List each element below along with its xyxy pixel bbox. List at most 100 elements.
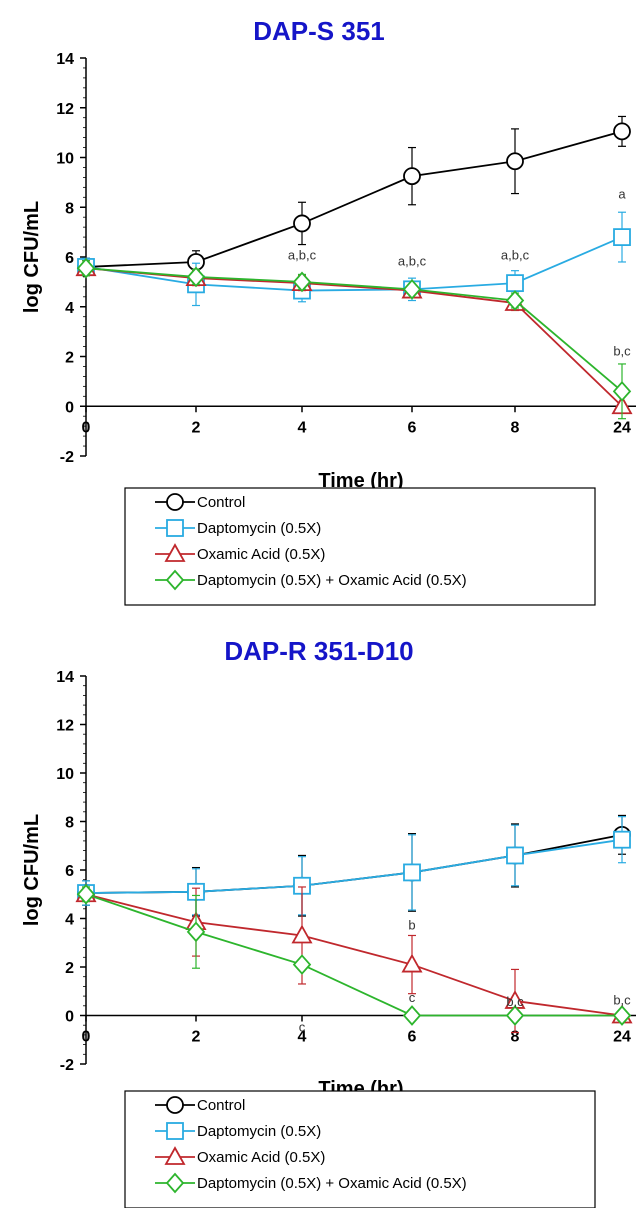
data-point [613, 122, 631, 141]
chart-title: DAP-R 351-D10 [224, 636, 413, 666]
legend-entry: Daptomycin (0.5X) [197, 1123, 321, 1140]
series-line [85, 833, 623, 894]
y-tick-label: 2 [65, 960, 74, 977]
legend-entry: Control [197, 1097, 245, 1114]
legend-entry: Control [197, 494, 245, 511]
y-tick-label: 4 [65, 912, 74, 929]
legend: Control Daptomycin (0.5X) Oxamic Acid (0.5… [124, 487, 596, 606]
data-point [612, 380, 632, 402]
data-point [76, 257, 96, 279]
y-tick-label: -2 [60, 449, 74, 466]
series-line [85, 838, 623, 894]
x-tick-label: 8 [511, 419, 520, 436]
series-square [77, 816, 631, 916]
series-line [85, 267, 623, 393]
significance-annotation: b,c [506, 994, 524, 1009]
data-point [403, 863, 421, 882]
data-point [186, 266, 206, 288]
data-point [291, 924, 313, 944]
y-tick-label: 0 [65, 399, 74, 416]
x-tick-label: 4 [298, 1029, 307, 1046]
x-tick-label: 24 [613, 1029, 631, 1046]
data-point [506, 152, 524, 171]
legend-triangle-marker [164, 1146, 186, 1165]
significance-annotation: a,b,c [501, 247, 530, 262]
data-point [76, 883, 96, 905]
x-tick-label: 6 [408, 419, 417, 436]
x-tick-label: 2 [192, 1029, 201, 1046]
y-axis-label: log CFU/mL [21, 201, 43, 313]
legend-circle-marker [166, 493, 184, 511]
legend-diamond-marker [165, 569, 185, 591]
significance-annotation: a,b,c [398, 254, 427, 269]
significance-annotation: c [409, 990, 416, 1005]
y-tick-label: 14 [56, 669, 74, 686]
legend-entry: Daptomycin (0.5X) [197, 520, 321, 537]
x-tick-label: 8 [511, 1029, 520, 1046]
significance-annotation: a [618, 187, 626, 202]
legend-box [124, 487, 596, 606]
series-triangle [75, 257, 633, 415]
y-tick-label: 2 [65, 350, 74, 367]
x-axis-label: Time (hr) [318, 470, 403, 492]
series-line [85, 893, 623, 1017]
series-triangle [75, 883, 633, 1034]
data-point [402, 1005, 422, 1026]
y-tick-label: 10 [56, 151, 74, 168]
y-tick-label: 14 [56, 51, 74, 68]
x-tick-label: 4 [298, 419, 307, 436]
data-point [613, 830, 631, 849]
data-point [505, 290, 525, 311]
data-point [506, 846, 524, 865]
series-line [85, 893, 622, 1017]
data-point [401, 953, 423, 973]
data-point [613, 228, 631, 247]
data-point [292, 954, 312, 975]
x-tick-label: 6 [408, 1029, 417, 1046]
legend-entry: Daptomycin (0.5X) + Oxamic Acid (0.5X) [197, 1175, 467, 1192]
chart-title: DAP-S 351 [253, 16, 385, 46]
series-line [85, 236, 623, 292]
series-line [85, 267, 623, 407]
legend-entry: Oxamic Acid (0.5X) [197, 546, 325, 563]
data-point [402, 278, 422, 300]
data-point [403, 167, 421, 186]
y-tick-label: -2 [60, 1057, 74, 1074]
significance-annotation: a,b,c [288, 247, 317, 262]
series-square [77, 211, 631, 307]
data-point [293, 214, 311, 233]
legend-square-marker [166, 519, 184, 537]
series-diamond [76, 257, 632, 420]
significance-annotation: b,c [613, 993, 631, 1008]
y-tick-label: 12 [56, 718, 74, 735]
significance-annotation: b,c [613, 343, 631, 358]
y-axis-label: log CFU/mL [21, 814, 43, 926]
legend-square-marker [166, 1122, 184, 1140]
legend-entry: Daptomycin (0.5X) + Oxamic Acid (0.5X) [197, 572, 467, 589]
y-tick-label: 8 [65, 200, 74, 217]
legend-diamond-marker [165, 1172, 185, 1194]
y-tick-label: 4 [65, 300, 74, 317]
y-tick-label: 10 [56, 766, 74, 783]
data-point [292, 271, 312, 293]
x-tick-label: 0 [82, 419, 91, 436]
y-tick-label: 0 [65, 1009, 74, 1026]
series-diamond [76, 883, 632, 1026]
significance-annotation: c [299, 1019, 306, 1034]
data-point [186, 921, 206, 943]
y-tick-label: 6 [65, 250, 74, 267]
data-point [506, 274, 524, 293]
significance-annotation: b [408, 917, 415, 932]
series-line [85, 130, 623, 268]
legend-triangle-marker [164, 543, 186, 562]
legend-circle-marker [166, 1096, 184, 1114]
y-tick-label: 12 [56, 101, 74, 118]
y-tick-label: 8 [65, 815, 74, 832]
legend-box [124, 1090, 596, 1208]
y-tick-label: 6 [65, 863, 74, 880]
data-point [612, 1005, 632, 1026]
